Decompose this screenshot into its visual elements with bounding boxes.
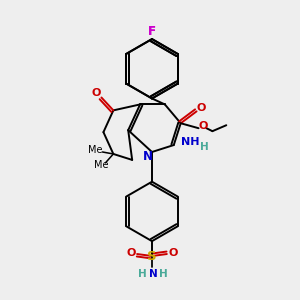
Text: O: O (168, 248, 178, 258)
Text: F: F (148, 25, 156, 38)
Text: O: O (92, 88, 101, 98)
Text: N: N (143, 150, 153, 164)
Text: O: O (197, 103, 206, 113)
Text: H: H (200, 142, 209, 152)
Text: H: H (158, 269, 167, 279)
Text: N: N (148, 269, 157, 279)
Text: S: S (147, 250, 157, 262)
Text: O: O (127, 248, 136, 258)
Text: NH: NH (182, 137, 200, 147)
Text: Me: Me (88, 145, 103, 155)
Text: Me: Me (94, 160, 109, 170)
Text: F: F (148, 25, 156, 38)
Text: O: O (199, 121, 208, 131)
Text: H: H (138, 269, 146, 279)
